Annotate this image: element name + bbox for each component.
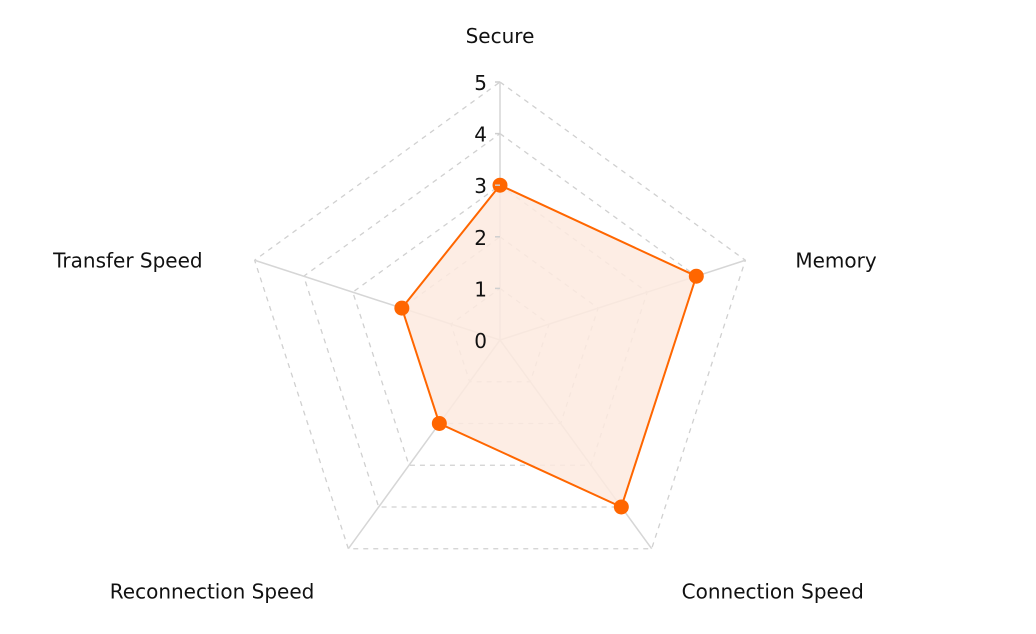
grid-ring-5 xyxy=(253,81,747,550)
tick-label: 4 xyxy=(474,123,487,147)
series-area xyxy=(400,183,698,509)
data-point xyxy=(431,415,447,431)
data-point xyxy=(688,268,704,284)
data-point xyxy=(613,499,629,515)
series-layer xyxy=(394,177,704,515)
axis-label: Memory xyxy=(795,248,877,272)
grid-ring-4 xyxy=(302,132,698,508)
axis-label: Reconnection Speed xyxy=(110,580,315,604)
tick-label: 2 xyxy=(474,226,487,250)
tick-label: 3 xyxy=(474,174,487,198)
label-layer: Secure Memory Connection Speed Reconnection… xyxy=(52,24,877,604)
tick-layer: 0 1 2 3 4 5 xyxy=(474,71,500,353)
tick-label: 0 xyxy=(474,329,487,353)
tick-label: 5 xyxy=(474,71,487,95)
axis-label: Transfer Speed xyxy=(52,248,202,272)
tick-label: 1 xyxy=(474,277,487,301)
data-point xyxy=(394,300,410,316)
axis-label: Secure xyxy=(466,24,535,48)
axis-label: Connection Speed xyxy=(682,580,864,604)
